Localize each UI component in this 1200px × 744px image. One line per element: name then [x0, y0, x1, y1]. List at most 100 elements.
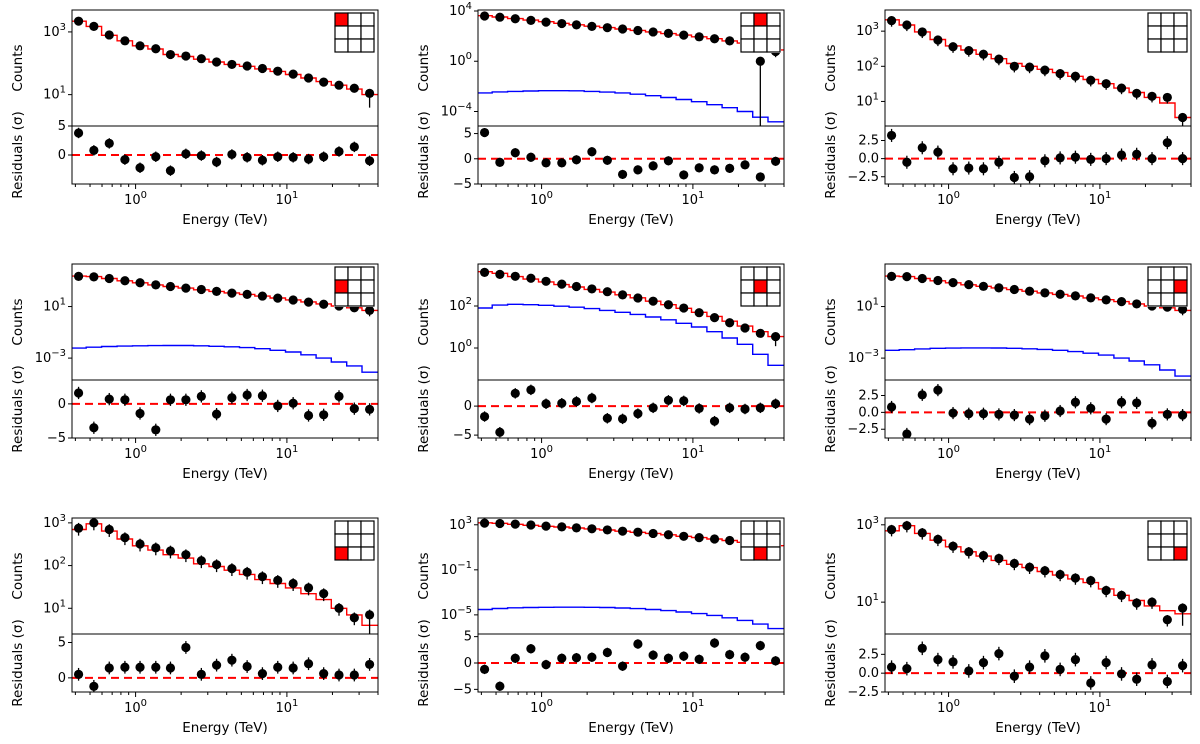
residual-ytick-label: 0: [464, 656, 472, 671]
residual-point: [526, 152, 536, 162]
residual-point: [964, 409, 974, 419]
residual-point: [571, 155, 582, 165]
residual-point: [273, 152, 283, 162]
residual-point: [917, 143, 927, 153]
counts-axes-frame: [71, 517, 379, 635]
counts-point: [587, 524, 597, 534]
residual-ytick-label: 5: [58, 119, 66, 134]
residual-point: [165, 395, 176, 405]
residual-point: [1162, 676, 1172, 687]
residual-point: [73, 388, 84, 398]
counts-plot-area: [885, 15, 1191, 126]
counts-point: [679, 30, 689, 40]
counts-point: [526, 520, 536, 530]
grid-cell: [360, 12, 375, 27]
residual-point: [242, 661, 252, 672]
counts-point: [227, 288, 237, 298]
residual-point: [211, 660, 222, 670]
residual-point: [1070, 397, 1081, 407]
counts-point: [89, 272, 99, 282]
counts-point: [196, 284, 206, 295]
residual-point: [242, 390, 252, 400]
grid-cell: [766, 279, 781, 294]
residual-point: [73, 669, 84, 679]
residual-point: [1055, 153, 1065, 163]
counts-axis-label: Counts: [823, 44, 839, 91]
counts-point: [73, 271, 84, 281]
counts-point: [1055, 68, 1065, 79]
counts-point: [135, 41, 145, 51]
grid-cell: [334, 25, 349, 40]
x-axis-label: Energy (TeV): [182, 720, 268, 736]
counts-point: [1040, 566, 1050, 576]
counts-point: [1070, 71, 1081, 81]
counts-point: [978, 49, 989, 59]
counts-point: [633, 293, 643, 303]
residual-point: [602, 413, 612, 423]
residual-point: [227, 655, 237, 665]
residual-point: [181, 395, 191, 405]
counts-axis-label: Counts: [416, 552, 432, 599]
grid-cell: [766, 12, 781, 27]
counts-point: [694, 308, 704, 318]
counts-point: [770, 331, 781, 342]
residual-point: [1040, 411, 1050, 421]
counts-ytick-label: 10−3: [35, 348, 66, 366]
grid-cell: [1147, 520, 1162, 535]
counts-point: [725, 36, 735, 46]
counts-point: [709, 534, 720, 544]
counts-point: [994, 54, 1004, 64]
grid-cell: [740, 25, 755, 40]
residual-point: [1009, 172, 1019, 183]
counts-point: [1009, 558, 1019, 569]
residuals-axis-label: Residuals (σ): [823, 619, 839, 706]
counts-point: [319, 299, 329, 309]
telescope-grid-inset: [334, 266, 375, 307]
grid-cell: [347, 266, 362, 281]
counts-ytick-label: 102: [449, 296, 472, 314]
model-line: [72, 20, 378, 96]
residual-ytick-label: −2.5: [847, 685, 879, 700]
grid-cell: [1173, 38, 1188, 53]
grid-cell: [766, 266, 781, 281]
residual-point: [526, 644, 536, 654]
counts-point: [964, 280, 974, 290]
counts-point: [602, 525, 612, 535]
residual-ytick-label: 0: [464, 152, 472, 167]
counts-axes-frame: [884, 517, 1192, 635]
counts-point: [364, 610, 375, 620]
grid-cell: [766, 292, 781, 307]
counts-point: [740, 323, 750, 333]
xtick-label: 101: [275, 444, 298, 462]
residual-point: [648, 161, 658, 171]
residual-point: [479, 127, 490, 138]
counts-point: [1177, 304, 1188, 315]
residual-point: [303, 659, 314, 669]
counts-point: [902, 521, 912, 531]
counts-ytick-label: 101: [856, 297, 879, 315]
counts-point: [257, 291, 268, 301]
x-axis-label: Energy (TeV): [182, 212, 268, 228]
counts-point: [120, 276, 130, 286]
residual-point: [725, 649, 735, 660]
x-axis-label: Energy (TeV): [588, 212, 674, 228]
counts-point: [151, 280, 161, 290]
grid-cell: [1160, 292, 1175, 307]
residual-point: [1132, 674, 1142, 684]
residual-point: [557, 158, 567, 168]
x-axis-label: Energy (TeV): [182, 466, 268, 482]
residual-point: [495, 681, 505, 691]
grid-cell: [1173, 533, 1188, 548]
counts-point: [165, 281, 176, 292]
background-model-line: [478, 90, 784, 123]
counts-point: [196, 556, 206, 566]
residual-point: [349, 142, 359, 152]
counts-point: [617, 290, 628, 300]
residual-point: [1177, 154, 1188, 164]
grid-cell: [347, 292, 362, 307]
grid-cell: [740, 533, 755, 548]
grid-cell: [347, 533, 362, 548]
counts-axis-label: Counts: [416, 298, 432, 345]
counts-point: [1101, 295, 1111, 305]
counts-point: [510, 519, 520, 529]
